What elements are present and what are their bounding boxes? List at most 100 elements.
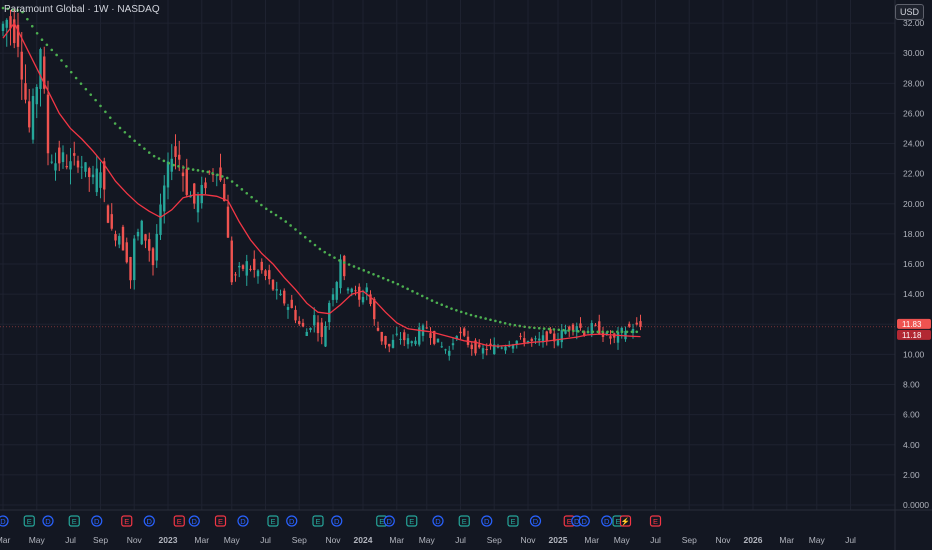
candle-body (69, 161, 72, 170)
candle-body (388, 343, 391, 347)
event-marker-D[interactable]: D (91, 515, 103, 527)
dotted-ma-point (279, 216, 283, 220)
candle-body (84, 162, 87, 172)
dotted-ma-point (391, 280, 395, 284)
svg-text:D: D (94, 517, 100, 526)
event-marker-D[interactable]: D (331, 515, 343, 527)
candle-body (148, 239, 151, 251)
dotted-ma-point (308, 239, 312, 243)
dotted-ma-point (6, 7, 10, 11)
candle-body (590, 323, 593, 334)
event-marker-D[interactable]: D (432, 515, 444, 527)
dotted-ma-point (182, 166, 185, 169)
candle-body (556, 338, 560, 346)
candle-body (373, 298, 376, 320)
candle-body (76, 160, 80, 168)
dotted-ma-point (60, 59, 63, 62)
event-marker-E[interactable]: E (458, 515, 470, 527)
time-axis-label: Nov (520, 535, 536, 545)
currency-selector[interactable]: USD (894, 4, 924, 20)
event-marker-E[interactable]: E (173, 515, 185, 527)
dotted-ma-point (338, 259, 341, 262)
event-marker-D[interactable]: D (481, 515, 493, 527)
candle-body (313, 315, 316, 326)
candle-body (144, 234, 147, 241)
event-marker-D[interactable]: D (383, 515, 395, 527)
event-marker-D[interactable]: D (529, 515, 542, 527)
event-marker-D[interactable]: D (578, 515, 590, 527)
candle-body (91, 174, 95, 178)
event-marker-D[interactable]: D (188, 515, 200, 527)
dotted-ma-point (216, 173, 219, 177)
event-marker-D[interactable]: D (0, 515, 9, 527)
time-axis-label: Mar (194, 535, 209, 545)
dotted-ma-point (581, 330, 585, 334)
candle-body (275, 289, 278, 291)
dotted-ma-point (255, 199, 258, 203)
candle-body (241, 265, 245, 269)
candle-body (335, 282, 338, 300)
dotted-ma-point (469, 313, 473, 317)
dotted-ma-point (138, 143, 141, 147)
dotted-ma-point (11, 8, 15, 11)
event-marker-E[interactable]: E (312, 515, 324, 527)
candle-body (140, 220, 143, 245)
dotted-ma-point (508, 323, 512, 326)
candle-body (571, 324, 575, 331)
last-price-value: 11.83 (902, 320, 922, 329)
dotted-ma-point (177, 164, 180, 168)
dotted-ma-point (147, 151, 151, 154)
event-marker-D[interactable]: D (237, 515, 249, 527)
event-marker-E[interactable]: E (214, 515, 227, 527)
event-marker-E[interactable]: E (507, 515, 519, 527)
candle-body (620, 327, 623, 333)
dotted-ma-point (274, 213, 278, 217)
candle-body (50, 161, 53, 163)
time-axis-label: Jul (65, 535, 76, 545)
event-marker-E[interactable]: E (649, 515, 662, 527)
candle-body (635, 322, 638, 325)
dotted-ma-point (542, 327, 546, 330)
event-marker-S[interactable]: ⚡ (619, 515, 632, 527)
candle-body (43, 56, 46, 89)
candle-body (268, 270, 271, 280)
event-marker-E[interactable]: E (121, 515, 133, 527)
price-axis-label: 14.00 (903, 289, 925, 299)
dotted-ma-point (240, 188, 244, 191)
candle-body (376, 327, 380, 331)
dotted-ma-point (537, 326, 541, 330)
event-marker-D[interactable]: D (143, 515, 155, 527)
candle-body (511, 344, 515, 349)
time-axis-label: May (29, 535, 46, 545)
price-axis-label: 16.00 (903, 259, 925, 269)
candle-body (208, 171, 211, 173)
candle-body (328, 302, 331, 323)
event-marker-E[interactable]: E (68, 515, 80, 527)
event-marker-D[interactable]: D (601, 515, 613, 527)
event-marker-D[interactable]: D (286, 515, 298, 527)
dotted-ma-point (186, 167, 190, 170)
candle-body (193, 183, 196, 204)
candle-body (380, 331, 383, 342)
candle-body (541, 335, 545, 343)
candle-body (639, 321, 642, 327)
event-marker-E[interactable]: E (23, 515, 35, 527)
event-marker-E[interactable]: E (406, 515, 418, 527)
dotted-ma-point (172, 163, 175, 167)
event-marker-E[interactable]: E (267, 515, 279, 527)
dotted-ma-point (528, 326, 531, 329)
time-axis-label: Jul (455, 535, 466, 545)
candle-body (598, 321, 601, 335)
svg-text:E: E (177, 517, 182, 526)
dotted-ma-point (484, 317, 487, 320)
candle-body (294, 309, 297, 321)
candle-body (298, 321, 301, 325)
time-axis-label: 2023 (159, 535, 178, 545)
dotted-ma-point (547, 327, 551, 331)
event-marker-D[interactable]: D (42, 515, 54, 527)
dotted-ma-point (50, 48, 54, 52)
time-axis-label: Mar (389, 535, 404, 545)
dotted-ma-point (211, 171, 214, 175)
